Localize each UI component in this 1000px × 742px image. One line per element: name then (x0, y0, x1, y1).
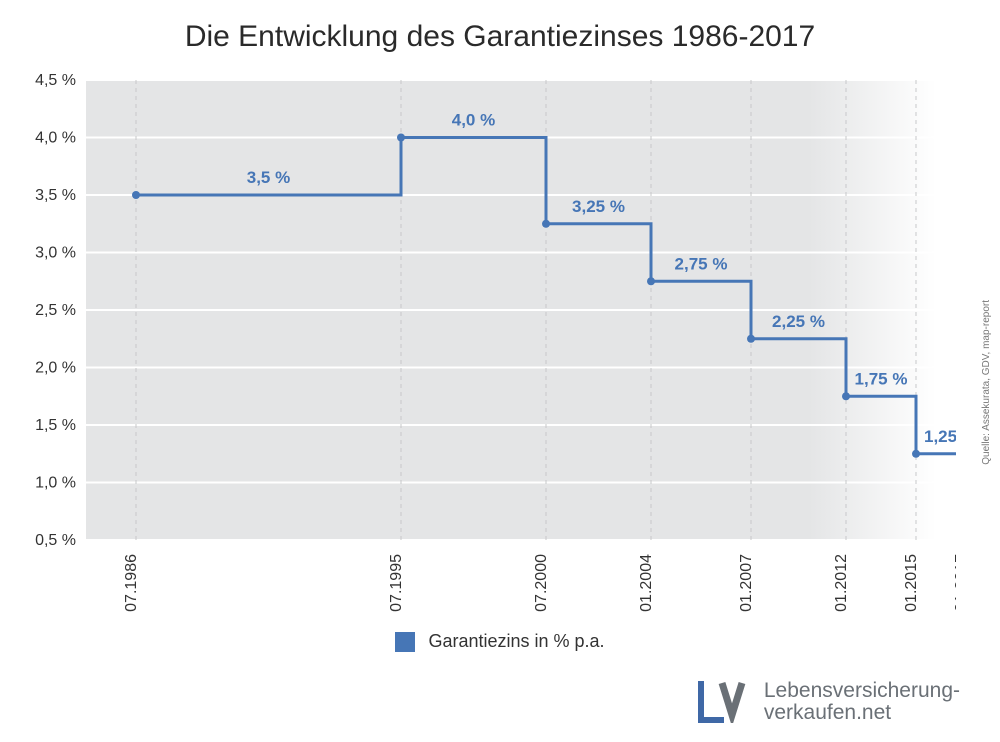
svg-text:01.2004: 01.2004 (638, 554, 655, 612)
svg-text:3,25 %: 3,25 % (572, 197, 625, 216)
svg-text:07.2000: 07.2000 (533, 554, 550, 612)
legend-label: Garantiezins in % p.a. (428, 631, 604, 651)
brand-line1: Lebensversicherung- (764, 680, 960, 702)
chart-container: Die Entwicklung des Garantiezinses 1986-… (0, 0, 1000, 742)
svg-text:1,75 %: 1,75 % (855, 369, 908, 388)
svg-text:01.2015: 01.2015 (903, 554, 920, 612)
svg-text:1,0 %: 1,0 % (35, 475, 76, 492)
svg-text:4,0 %: 4,0 % (35, 130, 76, 147)
svg-text:0,5 %: 0,5 % (35, 532, 76, 549)
source-note: Quelle: Assekurata, GDV, map-report (981, 300, 992, 465)
svg-text:1,25 %: 1,25 % (924, 427, 956, 446)
brand-line2: verkaufen.net (764, 702, 960, 724)
brand-logo-icon (698, 681, 754, 723)
svg-text:2,0 %: 2,0 % (35, 360, 76, 377)
svg-text:2,25 %: 2,25 % (772, 312, 825, 331)
svg-text:2,5 %: 2,5 % (35, 302, 76, 319)
svg-text:3,5 %: 3,5 % (247, 168, 290, 187)
svg-text:01.2007: 01.2007 (738, 554, 755, 612)
brand-text: Lebensversicherung- verkaufen.net (764, 680, 960, 724)
svg-text:2,75 %: 2,75 % (675, 254, 728, 273)
svg-text:07.1995: 07.1995 (388, 554, 405, 612)
legend-swatch (395, 632, 415, 652)
svg-text:4,0 %: 4,0 % (452, 111, 495, 130)
svg-text:01.2012: 01.2012 (833, 554, 850, 612)
step-chart: 0,5 % 1,0 % 1,5 % 2,0 % 2,5 % 3,0 % 3,5 % 4,0 %… (16, 70, 956, 620)
svg-text:1,5 %: 1,5 % (35, 417, 76, 434)
chart-title: Die Entwicklung des Garantiezinses 1986-… (0, 20, 1000, 54)
svg-text:3,5 %: 3,5 % (35, 187, 76, 204)
svg-text:07.1986: 07.1986 (123, 554, 140, 612)
svg-text:3,0 %: 3,0 % (35, 245, 76, 262)
svg-text:01.2017: 01.2017 (953, 554, 956, 612)
legend: Garantiezins in % p.a. (0, 631, 1000, 652)
svg-text:4,5 %: 4,5 % (35, 72, 76, 89)
brand: Lebensversicherung- verkaufen.net (698, 680, 960, 724)
